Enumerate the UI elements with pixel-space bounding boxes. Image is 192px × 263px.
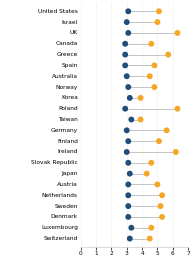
Point xyxy=(176,107,179,111)
Point xyxy=(127,9,130,13)
Point xyxy=(127,85,130,89)
Point xyxy=(127,204,130,208)
Point xyxy=(156,182,159,186)
Point xyxy=(153,63,156,68)
Point xyxy=(157,139,161,143)
Point xyxy=(127,161,130,165)
Point xyxy=(150,226,153,230)
Point xyxy=(124,53,127,57)
Point xyxy=(174,150,177,154)
Point xyxy=(125,20,128,24)
Point xyxy=(127,215,130,219)
Point xyxy=(156,20,159,24)
Point xyxy=(148,74,151,78)
Point xyxy=(161,215,164,219)
Point xyxy=(139,96,142,100)
Point xyxy=(128,236,131,241)
Point xyxy=(125,150,128,154)
Point xyxy=(125,74,128,78)
Point xyxy=(128,171,131,176)
Point xyxy=(161,193,164,197)
Point xyxy=(148,236,151,241)
Point xyxy=(130,117,133,122)
Point xyxy=(139,117,142,122)
Point xyxy=(130,226,133,230)
Point xyxy=(127,182,130,186)
Point xyxy=(128,96,131,100)
Point xyxy=(150,42,153,46)
Point xyxy=(159,204,162,208)
Point xyxy=(145,171,148,176)
Point xyxy=(127,139,130,143)
Point xyxy=(165,128,168,133)
Point xyxy=(124,107,127,111)
Point xyxy=(150,161,153,165)
Point xyxy=(124,63,127,68)
Point xyxy=(127,31,130,35)
Point xyxy=(176,31,179,35)
Point xyxy=(127,193,130,197)
Point xyxy=(167,53,170,57)
Point xyxy=(153,85,156,89)
Point xyxy=(157,9,161,13)
Point xyxy=(124,42,127,46)
Point xyxy=(125,128,128,133)
